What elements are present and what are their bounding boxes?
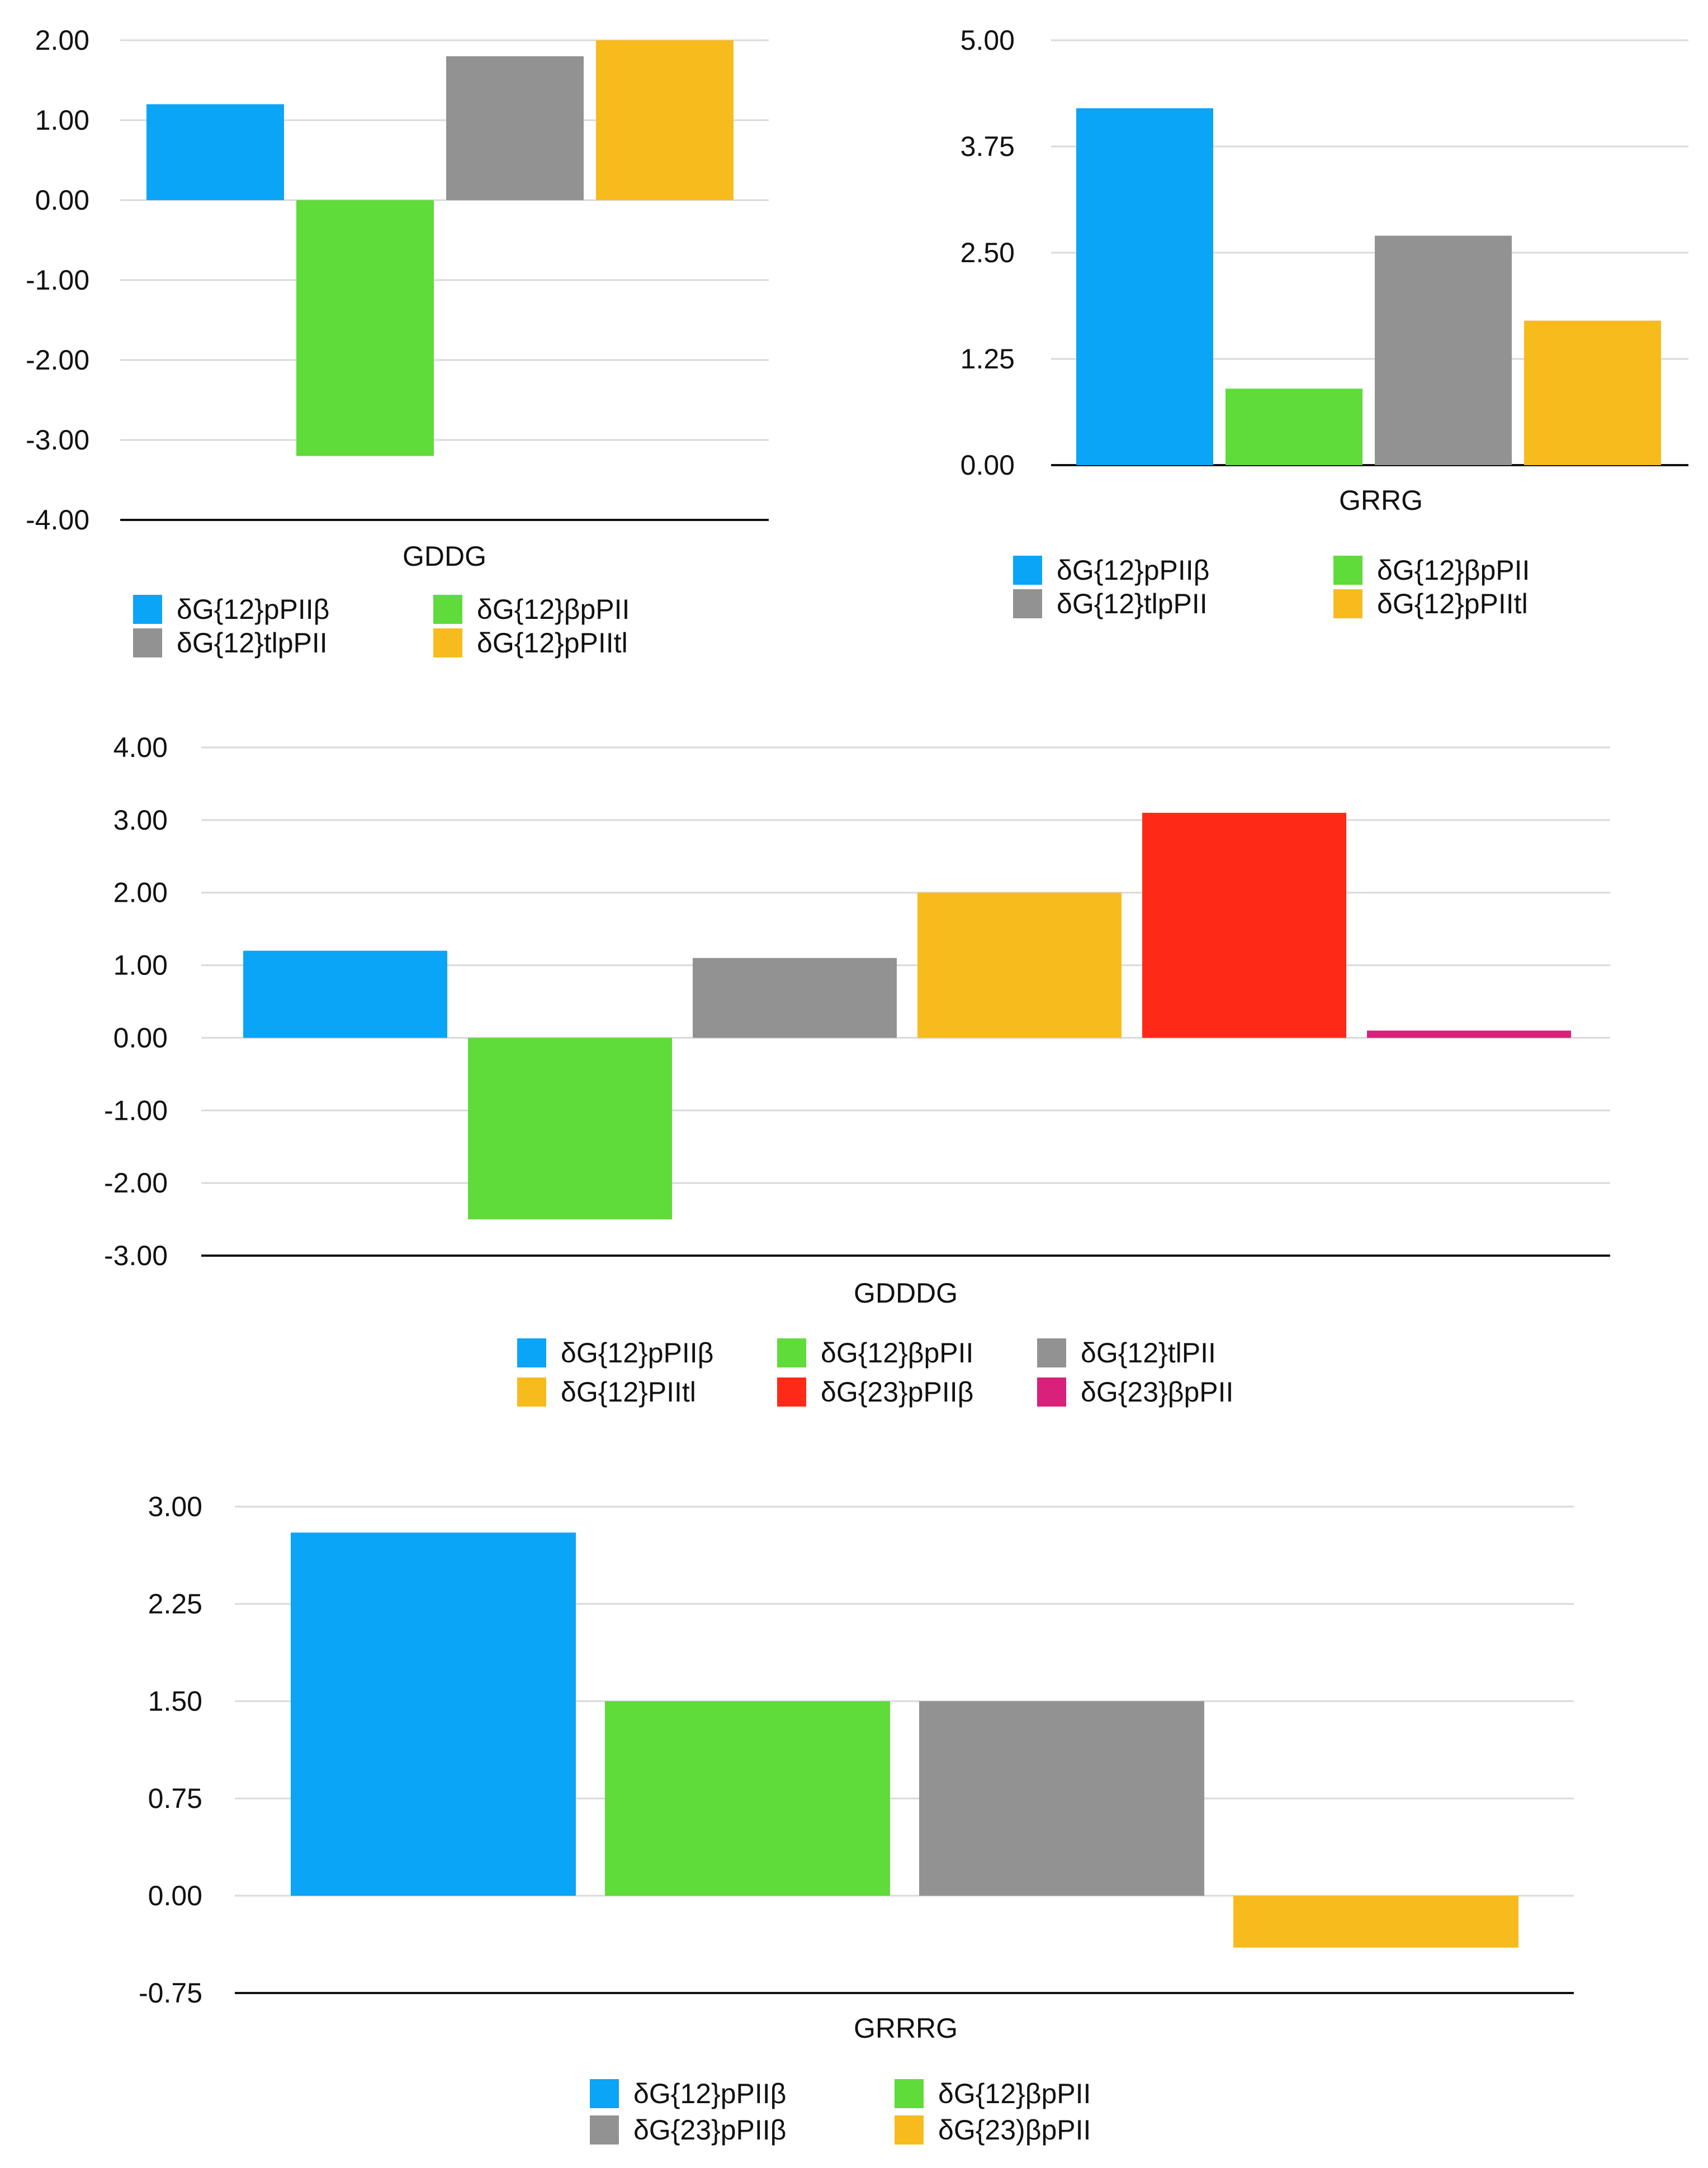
legend-label: δG{12}tlpPII: [1057, 588, 1208, 619]
y-tick-label: -4.00: [26, 504, 89, 536]
bar-1: [291, 1532, 576, 1896]
legend: δG{12}pPIIβ δG{12}βpPII δG{12}tlPII δG{12}P…: [517, 1337, 1233, 1408]
y-tick-label: -0.75: [139, 1977, 202, 2009]
legend-swatch: [1333, 556, 1362, 585]
bar-4: [596, 40, 734, 200]
y-tick-label: 0.75: [148, 1783, 202, 1814]
legend-label: δG{12}tlpPII: [177, 627, 328, 659]
bar-2: [468, 1038, 672, 1220]
y-tick-label: 1.00: [113, 950, 168, 981]
y-tick-label: -1.00: [104, 1095, 168, 1126]
y-tick-label: 0.00: [35, 184, 89, 216]
legend: δG{12}pPIIβ δG{12}βpPII δG{23}pPIIβ δG{23)β…: [590, 2078, 1091, 2146]
legend-label: δG{12}PIItl: [561, 1376, 696, 1408]
legend-swatch: [895, 2115, 924, 2145]
legend-label: δG{23}pPIIβ: [633, 2114, 786, 2146]
y-tick-label: 1.50: [148, 1686, 202, 1717]
y-tick-label: 5.00: [961, 25, 1015, 56]
legend-swatch: [433, 595, 462, 624]
legend-swatch: [133, 595, 162, 624]
y-tick-label: 2.50: [961, 237, 1015, 268]
y-tick-label: 3.00: [113, 804, 168, 836]
legend-label: δG{12}pPIItl: [1377, 588, 1528, 619]
legend-swatch: [590, 2115, 619, 2145]
bar-4: [1524, 320, 1661, 465]
y-tick-label: 4.00: [113, 732, 168, 763]
y-tick-label: 2.00: [35, 25, 89, 56]
chart-4: 3.00 2.25 1.50 0.75 0.00 -0.75 GRRRG δG{12}pPII…: [139, 1491, 1574, 2146]
y-tick-label: -1.00: [26, 264, 89, 296]
y-tick-label: 2.00: [113, 877, 168, 908]
legend-swatch: [517, 1378, 546, 1407]
bar-1: [146, 104, 284, 200]
legend-swatch: [1037, 1378, 1066, 1407]
y-tick-label: 1.00: [35, 105, 89, 136]
legend-swatch: [133, 628, 162, 657]
legend-swatch: [895, 2079, 924, 2108]
legend: δG{12}pPIIβ δG{12}βpPII δG{12}tlpPII δG{12}…: [133, 594, 630, 659]
y-tick-label: 2.25: [148, 1588, 202, 1620]
y-tick-label: 1.25: [961, 343, 1015, 375]
chart-3: 4.00 3.00 2.00 1.00 0.00 -1.00 -2.00 -3.00 GDDDG…: [104, 732, 1610, 1408]
y-tick-label: -2.00: [26, 344, 89, 376]
y-tick-label: 0.00: [961, 449, 1015, 481]
bar-3: [919, 1701, 1204, 1896]
legend-label: δG{23}pPIIβ: [821, 1376, 973, 1408]
legend-label: δG{12}pPIIβ: [633, 2078, 786, 2109]
legend-swatch: [1013, 556, 1042, 585]
bar-4: [1233, 1896, 1518, 1948]
bar-1: [243, 950, 447, 1038]
legend-label: δG{12}pPIIβ: [1057, 555, 1209, 586]
x-category-label: GDDDG: [854, 1277, 958, 1309]
legend-label: δG{12}pPIIβ: [177, 594, 329, 625]
legend-label: δG{12}pPIItl: [477, 627, 628, 659]
legend-label: δG{23)βpPII: [938, 2114, 1091, 2146]
legend-swatch: [777, 1378, 806, 1407]
legend-label: δG{12}βpPII: [938, 2078, 1091, 2109]
y-tick-label: 0.00: [113, 1022, 168, 1053]
legend-swatch: [1037, 1338, 1066, 1367]
chart-1: 2.00 1.00 0.00 -1.00 -2.00 -3.00 -4.00 GDDG δG{1…: [26, 25, 769, 659]
x-category-label: GRRG: [1339, 485, 1423, 516]
legend-swatch: [1333, 589, 1362, 618]
bar-2: [296, 200, 434, 456]
legend-label: δG{12}pPIIβ: [561, 1337, 713, 1369]
bar-5: [1142, 812, 1346, 1038]
bar-1: [1076, 108, 1213, 466]
bar-2: [605, 1701, 890, 1896]
legend-swatch: [433, 628, 462, 657]
legend-label: δG{12}βpPII: [477, 594, 630, 625]
bar-3: [1375, 235, 1512, 465]
legend-swatch: [517, 1338, 546, 1367]
legend-swatch: [777, 1338, 806, 1367]
bar-4: [917, 892, 1122, 1038]
legend-swatch: [590, 2079, 619, 2108]
y-tick-label: -3.00: [26, 424, 89, 456]
legend: δG{12}pPIIβ δG{12}βpPII δG{12}tlpPII δG{12}…: [1013, 555, 1530, 619]
bar-6: [1367, 1030, 1571, 1038]
legend-swatch: [1013, 589, 1042, 618]
bar-2: [1226, 389, 1362, 465]
legend-label: δG{12}tlPII: [1081, 1337, 1216, 1369]
y-tick-label: 3.75: [961, 131, 1015, 162]
legend-label: δG{23}βpPII: [1081, 1376, 1233, 1408]
bar-3: [446, 56, 584, 200]
y-tick-label: -2.00: [104, 1167, 168, 1199]
x-category-label: GRRRG: [854, 2013, 958, 2044]
y-tick-label: -3.00: [104, 1240, 168, 1271]
y-tick-label: 3.00: [148, 1491, 202, 1522]
x-category-label: GDDG: [403, 541, 486, 572]
bar-3: [693, 958, 897, 1038]
legend-label: δG{12}βpPII: [821, 1337, 973, 1369]
legend-label: δG{12}βpPII: [1377, 555, 1530, 586]
y-tick-label: 0.00: [148, 1880, 202, 1911]
